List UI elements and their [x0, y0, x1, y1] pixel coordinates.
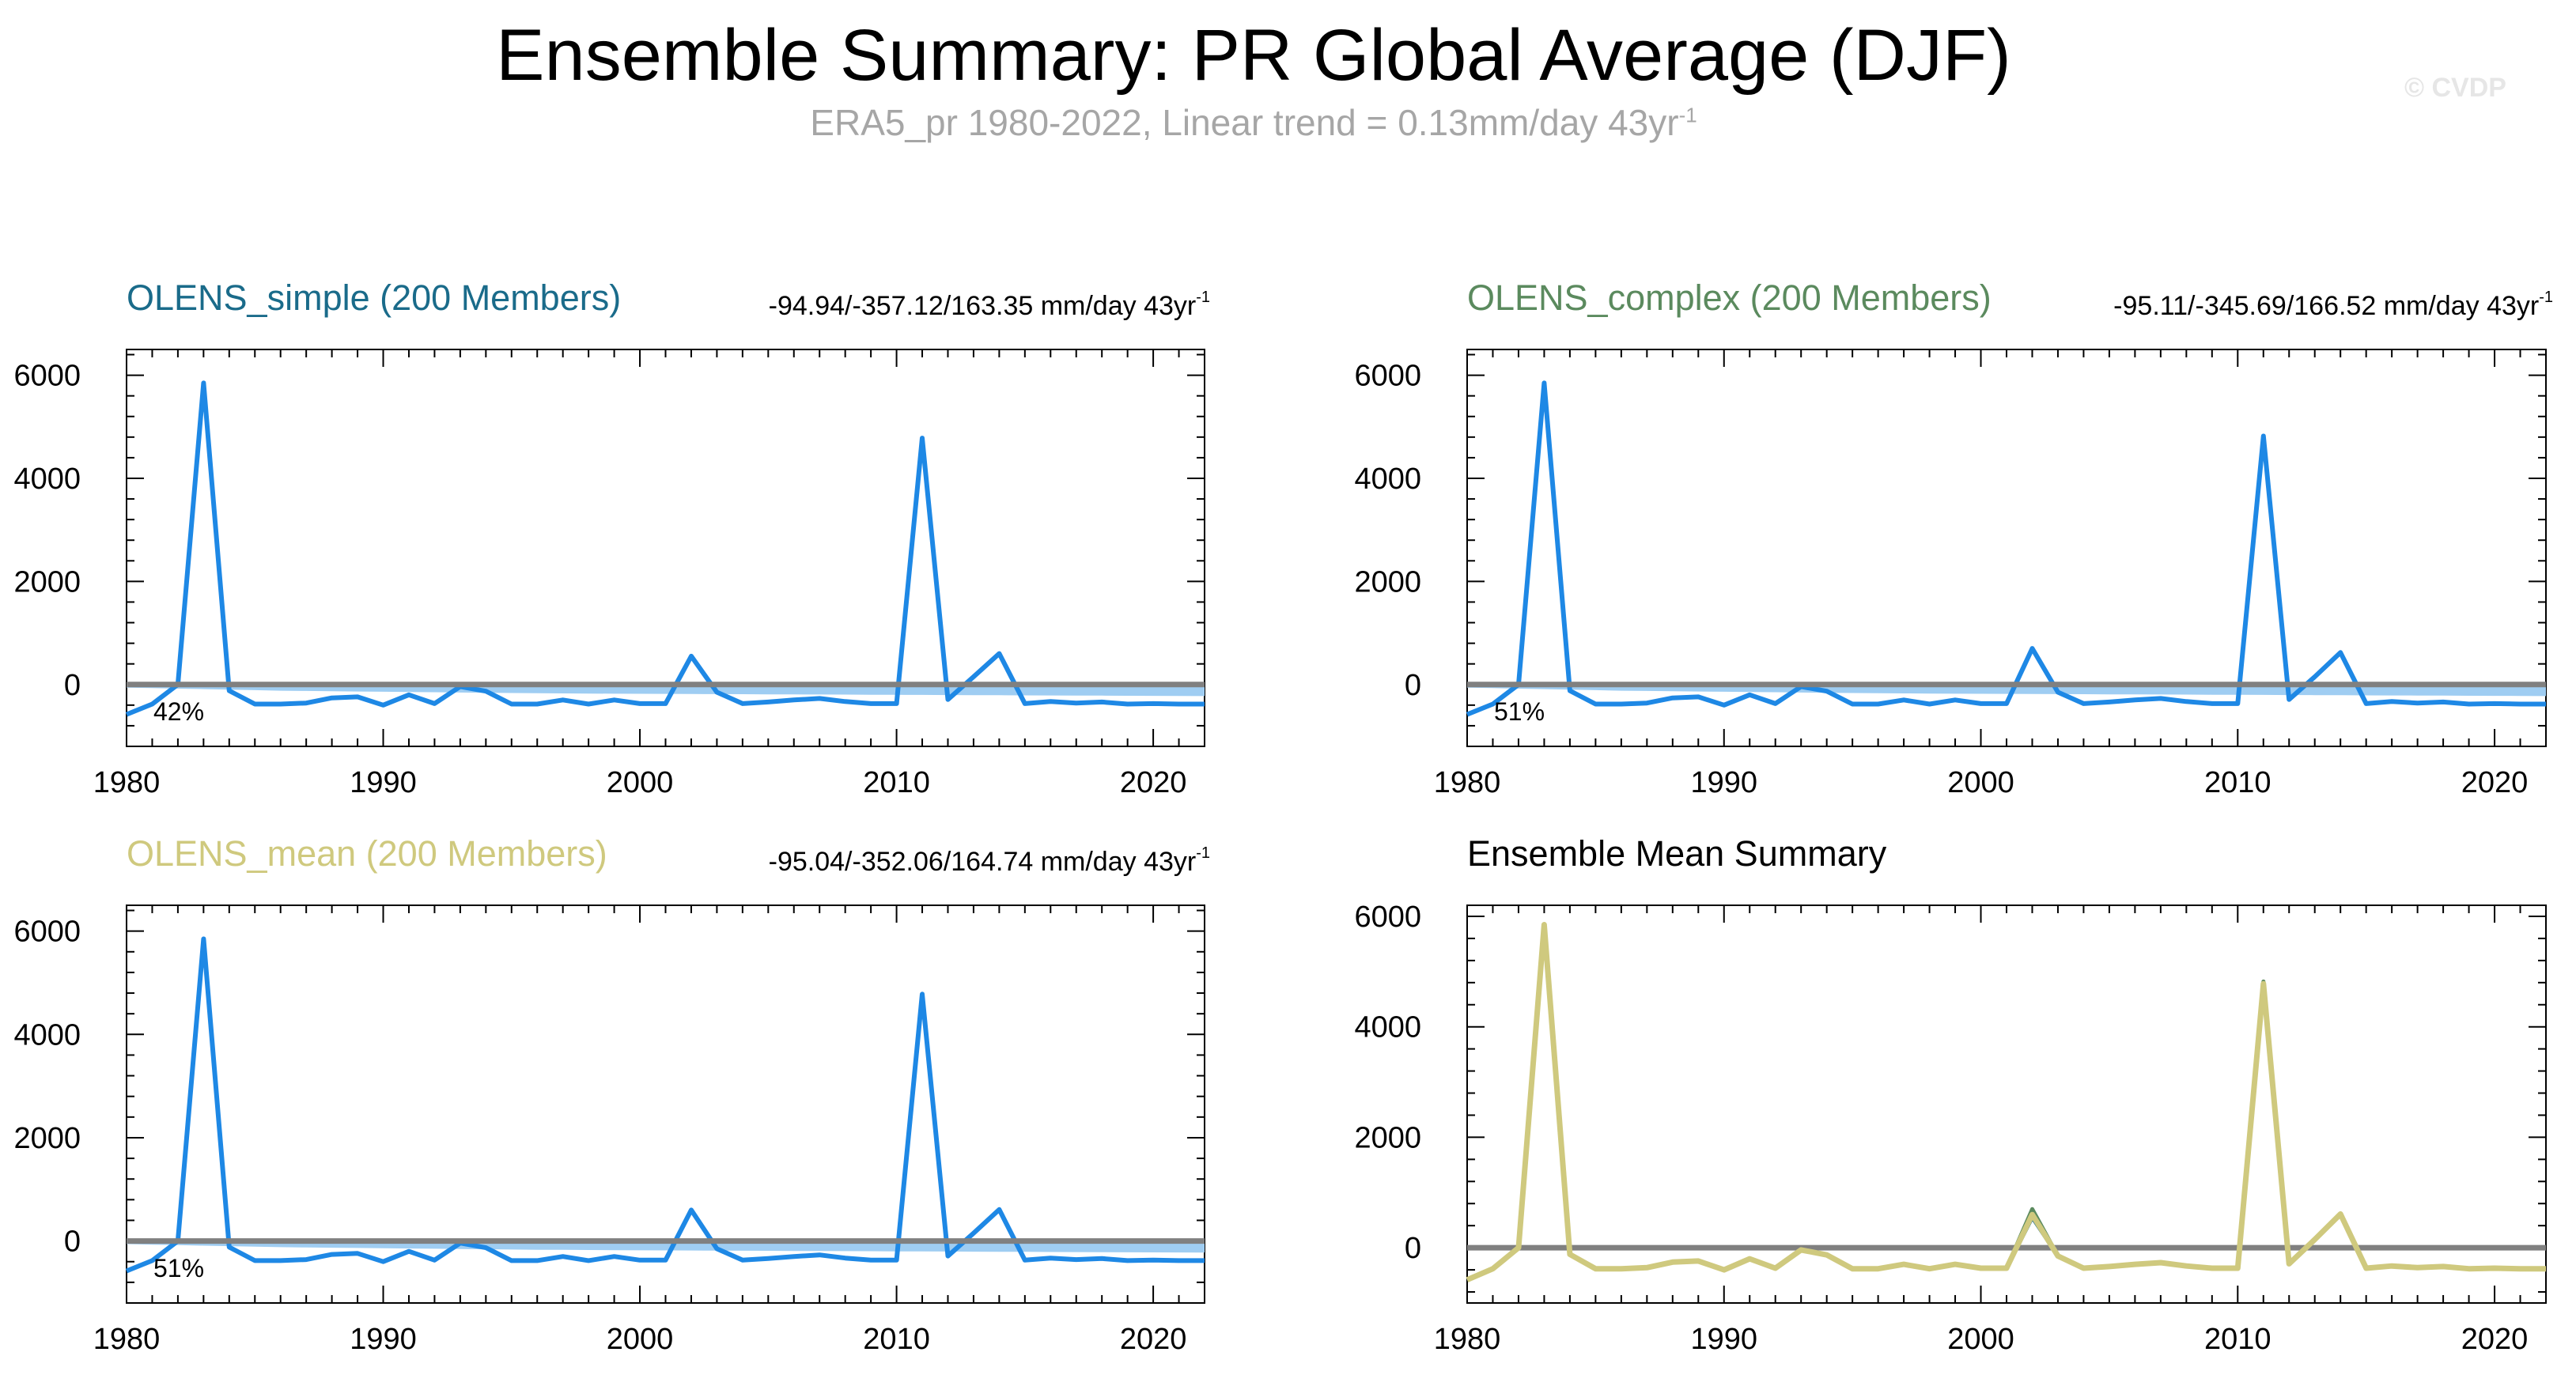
x-tick-label: 1980	[1434, 1323, 1501, 1356]
x-tick-label: 1980	[93, 1323, 161, 1356]
percent-label: 51%	[1494, 697, 1545, 726]
series-line	[1466, 380, 2546, 717]
x-tick-label: 1980	[1434, 766, 1501, 799]
trend-label: -95.11/-345.69/166.52 mm/day 43yr-1	[2113, 289, 2553, 321]
trend-label-text: -95.11/-345.69/166.52 mm/day 43yr	[2113, 291, 2539, 321]
y-tick-label: 0	[64, 1225, 81, 1259]
x-tick-label: 2010	[863, 1323, 930, 1356]
y-tick-label: 2000	[1354, 1121, 1421, 1154]
y-tick-label: 6000	[1354, 360, 1421, 393]
panel-title: Ensemble Mean Summary	[1467, 833, 1887, 874]
plot-frame	[1466, 904, 2547, 1304]
y-tick-label: 0	[1405, 669, 1421, 702]
panel-simple: OLENS_simple (200 Members) -94.94/-357.12…	[13, 278, 1210, 799]
trend-label-text: -94.94/-357.12/163.35 mm/day 43yr	[769, 291, 1197, 321]
y-tick-label: 4000	[13, 1018, 81, 1052]
y-tick-label: 0	[1405, 1232, 1421, 1265]
x-tick-label: 1990	[350, 766, 417, 799]
y-tick-label: 6000	[1354, 901, 1421, 934]
x-tick-label: 2000	[607, 1323, 674, 1356]
x-tick-label: 1990	[350, 1323, 417, 1356]
x-tick-label: 1990	[1690, 766, 1757, 799]
y-tick-label: 4000	[13, 463, 81, 496]
series-line	[1466, 923, 2546, 1282]
x-tick-label: 2020	[2461, 766, 2529, 799]
trend-label-exponent: -1	[2539, 289, 2553, 306]
x-tick-label: 1980	[93, 766, 161, 799]
percent-label: 51%	[153, 1254, 204, 1282]
panel-title: OLENS_simple (200 Members)	[127, 278, 621, 318]
panel-summary: Ensemble Mean Summary 1980 1990 2000 2010 202…	[1354, 833, 2547, 1356]
panel-complex: OLENS_complex (200 Members) -95.11/-345.6…	[1354, 278, 2553, 799]
trend-label: -94.94/-357.12/163.35 mm/day 43yr-1	[769, 289, 1210, 321]
x-tick-label: 2010	[2204, 1323, 2271, 1356]
subtitle-exponent: -1	[1678, 103, 1697, 127]
y-tick-label: 6000	[13, 360, 81, 393]
y-tick-label: 2000	[13, 1122, 81, 1155]
x-tick-label: 2000	[607, 766, 674, 799]
y-tick-label: 2000	[1354, 565, 1421, 599]
cvdp-credit: © CVDP	[2404, 73, 2506, 103]
x-tick-label: 2020	[1120, 1323, 1187, 1356]
y-tick-label: 0	[64, 669, 81, 702]
y-tick-label: 4000	[1354, 463, 1421, 496]
trend-label-exponent: -1	[1196, 289, 1210, 306]
x-tick-label: 2010	[2204, 766, 2271, 799]
trend-label: -95.04/-352.06/164.74 mm/day 43yr-1	[769, 844, 1210, 877]
panel-mean: OLENS_mean (200 Members) -95.04/-352.06/1…	[13, 833, 1210, 1356]
x-tick-label: 2000	[1947, 1323, 2014, 1356]
x-tick-label: 2020	[1120, 766, 1187, 799]
series-line	[125, 380, 1205, 717]
panel-title: OLENS_complex (200 Members)	[1467, 278, 1992, 318]
percent-label: 42%	[153, 697, 204, 726]
y-tick-label: 6000	[13, 916, 81, 949]
series-line	[125, 936, 1205, 1274]
subtitle-text: ERA5_pr 1980-2022, Linear trend = 0.13mm…	[810, 102, 1679, 143]
series-line	[1466, 922, 2546, 1282]
x-tick-label: 2000	[1947, 766, 2014, 799]
trend-label-text: -95.04/-352.06/164.74 mm/day 43yr	[769, 847, 1197, 877]
y-tick-label: 4000	[1354, 1011, 1421, 1044]
x-tick-label: 1990	[1690, 1323, 1757, 1356]
x-tick-label: 2020	[2461, 1323, 2529, 1356]
x-tick-label: 2010	[863, 766, 930, 799]
panel-title: OLENS_mean (200 Members)	[127, 833, 607, 874]
figure-title: Ensemble Summary: PR Global Average (DJF…	[496, 15, 2011, 96]
figure-subtitle: ERA5_pr 1980-2022, Linear trend = 0.13mm…	[0, 101, 2507, 144]
y-tick-label: 2000	[13, 565, 81, 599]
series-line	[1466, 923, 2546, 1282]
trend-label-exponent: -1	[1196, 844, 1210, 862]
